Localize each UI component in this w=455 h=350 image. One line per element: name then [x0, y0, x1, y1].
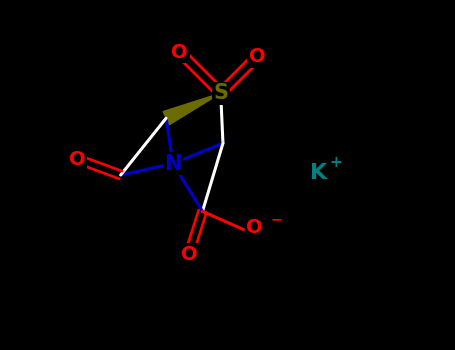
- Text: S: S: [213, 83, 228, 103]
- Text: −: −: [270, 212, 282, 226]
- Text: O: O: [247, 218, 263, 237]
- Text: O: O: [172, 43, 188, 62]
- Text: O: O: [69, 149, 86, 169]
- Text: +: +: [329, 155, 342, 170]
- Text: O: O: [181, 245, 197, 264]
- Text: O: O: [249, 47, 265, 66]
- Text: N: N: [164, 154, 182, 174]
- Polygon shape: [163, 93, 221, 125]
- Text: K: K: [310, 163, 327, 183]
